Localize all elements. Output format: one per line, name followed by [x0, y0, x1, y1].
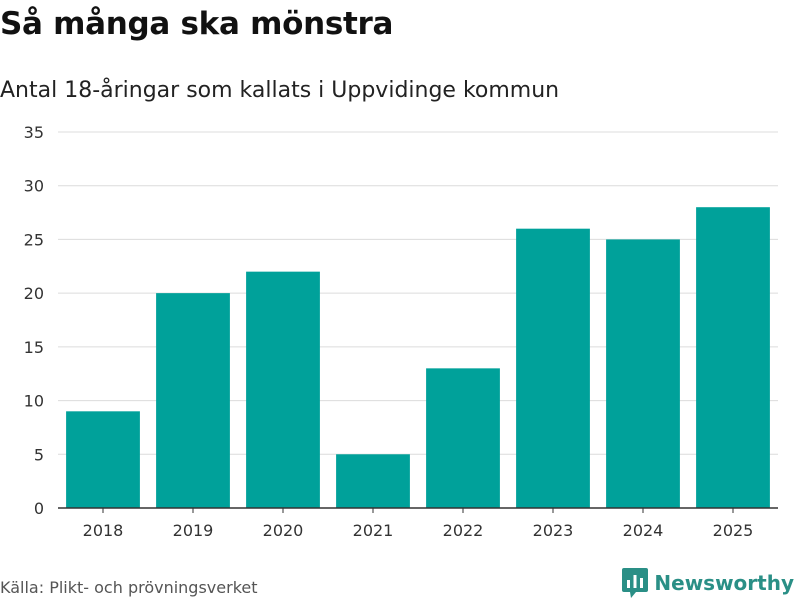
y-tick-label: 20 — [24, 284, 44, 303]
x-tick-label: 2021 — [353, 521, 394, 540]
brand-logo: Newsworthy — [622, 568, 794, 598]
y-tick-label: 25 — [24, 230, 44, 249]
bar-2024 — [606, 239, 680, 508]
x-tick-label: 2023 — [533, 521, 574, 540]
y-tick-label: 35 — [24, 123, 44, 142]
x-tick-label: 2022 — [443, 521, 484, 540]
chart-subtitle: Antal 18-åringar som kallats i Uppviding… — [0, 78, 560, 103]
y-tick-label: 15 — [24, 338, 44, 357]
source-note: Källa: Plikt- och prövningsverket — [0, 578, 258, 597]
y-tick-label: 5 — [34, 445, 44, 464]
x-tick-label: 2018 — [83, 521, 124, 540]
bar-2019 — [156, 293, 230, 508]
newsworthy-logo-icon — [622, 568, 649, 598]
brand-name: Newsworthy — [654, 571, 794, 595]
y-tick-label: 10 — [24, 392, 44, 411]
chart-title: Så många ska mönstra — [0, 6, 394, 42]
x-tick-label: 2025 — [713, 521, 754, 540]
bar-2023 — [516, 228, 590, 508]
bar-2025 — [696, 207, 770, 508]
bar-2020 — [246, 271, 320, 508]
x-tick-label: 2024 — [623, 521, 664, 540]
y-tick-label: 30 — [24, 177, 44, 196]
x-tick-label: 2020 — [263, 521, 304, 540]
bar-2018 — [66, 411, 140, 508]
bars — [66, 207, 770, 508]
x-tick-label: 2019 — [173, 521, 214, 540]
y-tick-label: 0 — [34, 499, 44, 518]
bar-2021 — [336, 454, 410, 508]
bar-2022 — [426, 368, 500, 508]
